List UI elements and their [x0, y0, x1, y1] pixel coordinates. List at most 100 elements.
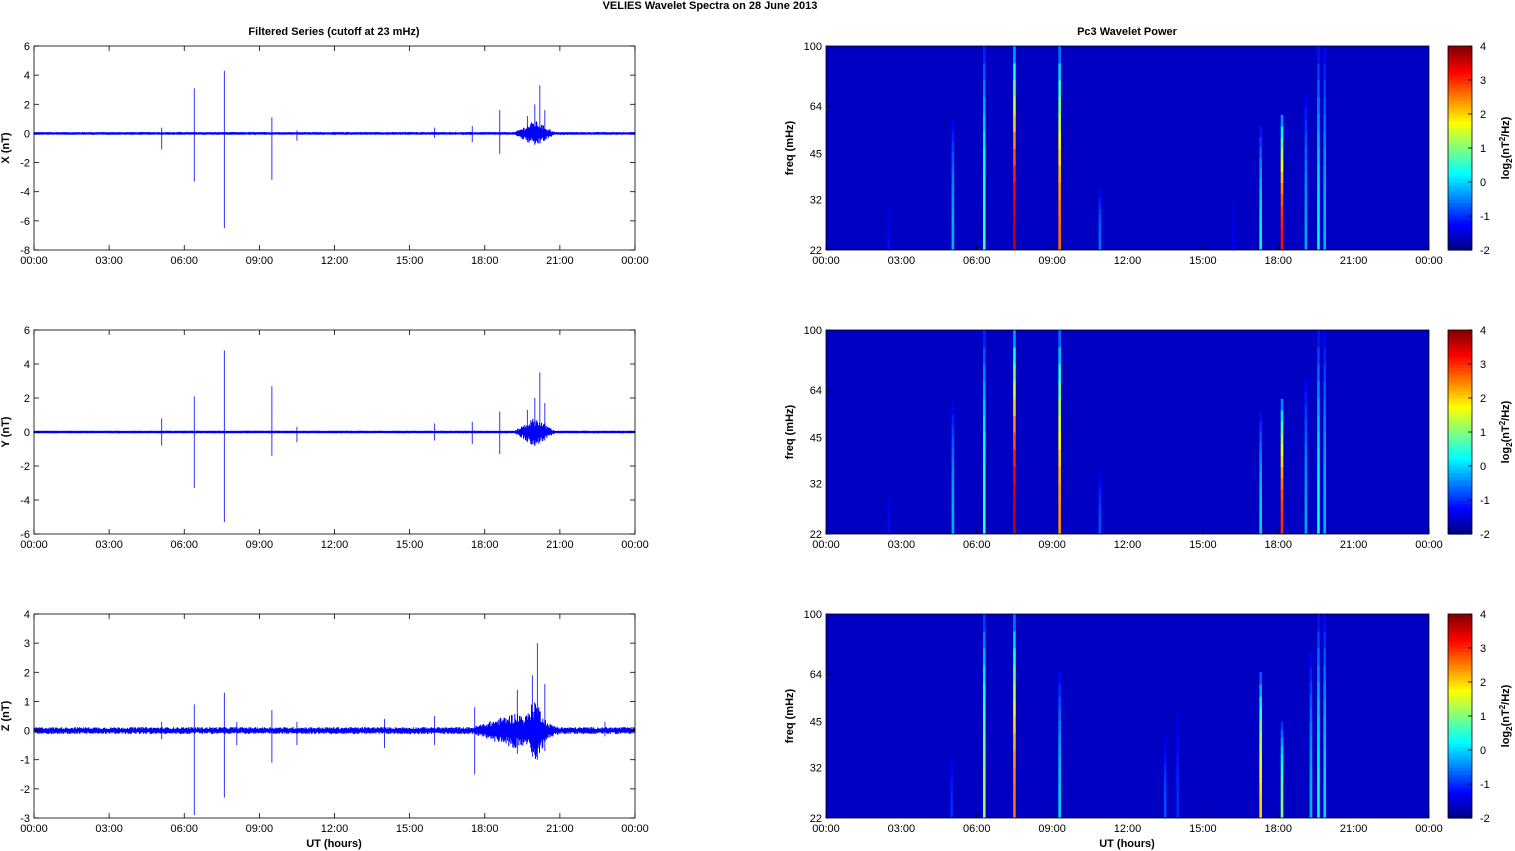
x-tick-label: 12:00	[321, 823, 349, 835]
wavelet-streak	[1259, 219, 1262, 230]
y-axis-label: Y (nT)	[0, 416, 12, 447]
x-tick-label: 09:00	[246, 539, 274, 551]
x-tick-label: 06:00	[963, 539, 991, 551]
colorbar-cell	[1448, 702, 1472, 707]
wavelet-streak	[1317, 614, 1320, 632]
wavelet-streak	[1058, 182, 1061, 200]
wavelet-streak	[951, 479, 955, 491]
right-column-title: Pc3 Wavelet Power	[1077, 26, 1178, 38]
colorbar-label: log2(nT2/Hz)	[1498, 684, 1514, 747]
colorbar-cell	[1448, 746, 1472, 751]
colorbar-label-part: 2	[1498, 420, 1507, 425]
wavelet-streak	[1013, 216, 1016, 234]
colorbar-cell	[1448, 692, 1472, 697]
colorbar-cell	[1448, 340, 1472, 345]
wavelet-streak	[1098, 476, 1102, 483]
wavelet-streak	[1323, 466, 1327, 484]
wavelet-streak	[1280, 729, 1284, 739]
colorbar-cell	[1448, 411, 1472, 416]
y-tick-label: 32	[810, 763, 822, 775]
wavelet-streak	[1317, 46, 1320, 64]
wavelet-streak	[1098, 487, 1102, 493]
wavelet-streak	[1013, 699, 1016, 717]
y-tick-label: 32	[810, 479, 822, 491]
colorbar-tick-label: 3	[1480, 359, 1486, 371]
colorbar-cell	[1448, 333, 1472, 338]
x-tick-label: 00:00	[20, 539, 48, 551]
colorbar-cell	[1448, 753, 1472, 758]
wavelet-streak	[951, 130, 955, 142]
wavelet-streak	[1304, 404, 1308, 418]
colorbar-cell	[1448, 425, 1472, 430]
x-tick-label: 00:00	[812, 539, 840, 551]
wavelet-streak	[1280, 737, 1284, 747]
colorbar-cell	[1448, 801, 1472, 805]
wavelet-streak	[982, 63, 986, 81]
wavelet-streak	[1058, 672, 1061, 685]
x-tick-label: 18:00	[1264, 539, 1292, 551]
wavelet-streak	[1323, 330, 1327, 348]
colorbar-cell	[1448, 513, 1472, 518]
colorbar-cell	[1448, 637, 1472, 642]
wavelet-streak	[1163, 811, 1167, 819]
wavelet-streak	[1323, 750, 1327, 768]
wavelet-streak	[951, 414, 955, 426]
wavelet-streak	[1317, 466, 1320, 484]
wavelet-streak	[887, 211, 891, 216]
wavelet-streak	[1309, 707, 1313, 723]
wavelet-streak	[1280, 785, 1284, 795]
colorbar-cell	[1448, 134, 1472, 139]
wavelet-streak	[1058, 46, 1061, 64]
wavelet-streak	[1309, 790, 1313, 805]
colorbar-cell	[1448, 452, 1472, 457]
wavelet-streak	[1259, 188, 1262, 200]
colorbar-cell	[1448, 634, 1472, 639]
x-tick-label: 00:00	[812, 823, 840, 835]
colorbar-cell	[1448, 733, 1472, 737]
colorbar-cell	[1448, 479, 1472, 484]
wavelet-streak	[1259, 720, 1262, 734]
wavelet-streak	[1317, 398, 1320, 416]
colorbar-cell	[1448, 641, 1472, 646]
wavelet-streak	[1309, 721, 1313, 736]
wavelet-streak	[982, 483, 986, 501]
wavelet-streak	[1098, 203, 1102, 209]
wavelet-streak	[1304, 430, 1308, 444]
heatmap-background	[826, 614, 1429, 818]
wavelet-streak	[982, 381, 986, 399]
colorbar-cell	[1448, 391, 1472, 396]
colorbar-cell	[1448, 763, 1472, 768]
x-tick-label: 18:00	[1264, 255, 1292, 267]
x-tick-label: 21:00	[546, 539, 574, 551]
y-tick-label: 6	[24, 325, 30, 337]
colorbar-label: log2(nT2/Hz)	[1498, 400, 1514, 463]
wavelet-streak	[1304, 508, 1308, 522]
colorbar-cell	[1448, 651, 1472, 656]
wavelet-streak	[1304, 120, 1308, 134]
wavelet-streak	[1304, 443, 1308, 457]
colorbar-cell	[1448, 631, 1472, 635]
x-tick-label: 03:00	[888, 823, 916, 835]
colorbar-cell	[1448, 496, 1472, 501]
y-tick-label: 22	[810, 529, 822, 541]
colorbar-cell	[1448, 510, 1472, 515]
y-tick-label: 0	[24, 427, 30, 439]
wavelet-streak	[1317, 801, 1320, 819]
colorbar-cell	[1448, 671, 1472, 676]
figure-title: VELIES Wavelet Spectra on 28 June 2013	[603, 0, 818, 12]
colorbar-cell	[1448, 620, 1472, 625]
colorbar-tick-label: 4	[1480, 325, 1486, 337]
wavelet-streak	[1280, 216, 1284, 228]
wavelet-streak	[1058, 769, 1061, 783]
wavelet-streak	[951, 162, 955, 175]
wavelet-streak	[1317, 631, 1320, 649]
y-tick-label: 4	[24, 609, 30, 621]
wavelet-streak	[887, 495, 891, 500]
wavelet-streak	[1323, 517, 1327, 535]
wavelet-streak	[1304, 237, 1308, 251]
wavelet-streak	[887, 225, 891, 230]
wavelet-streak	[982, 216, 986, 234]
wavelet-streak	[1163, 791, 1167, 799]
